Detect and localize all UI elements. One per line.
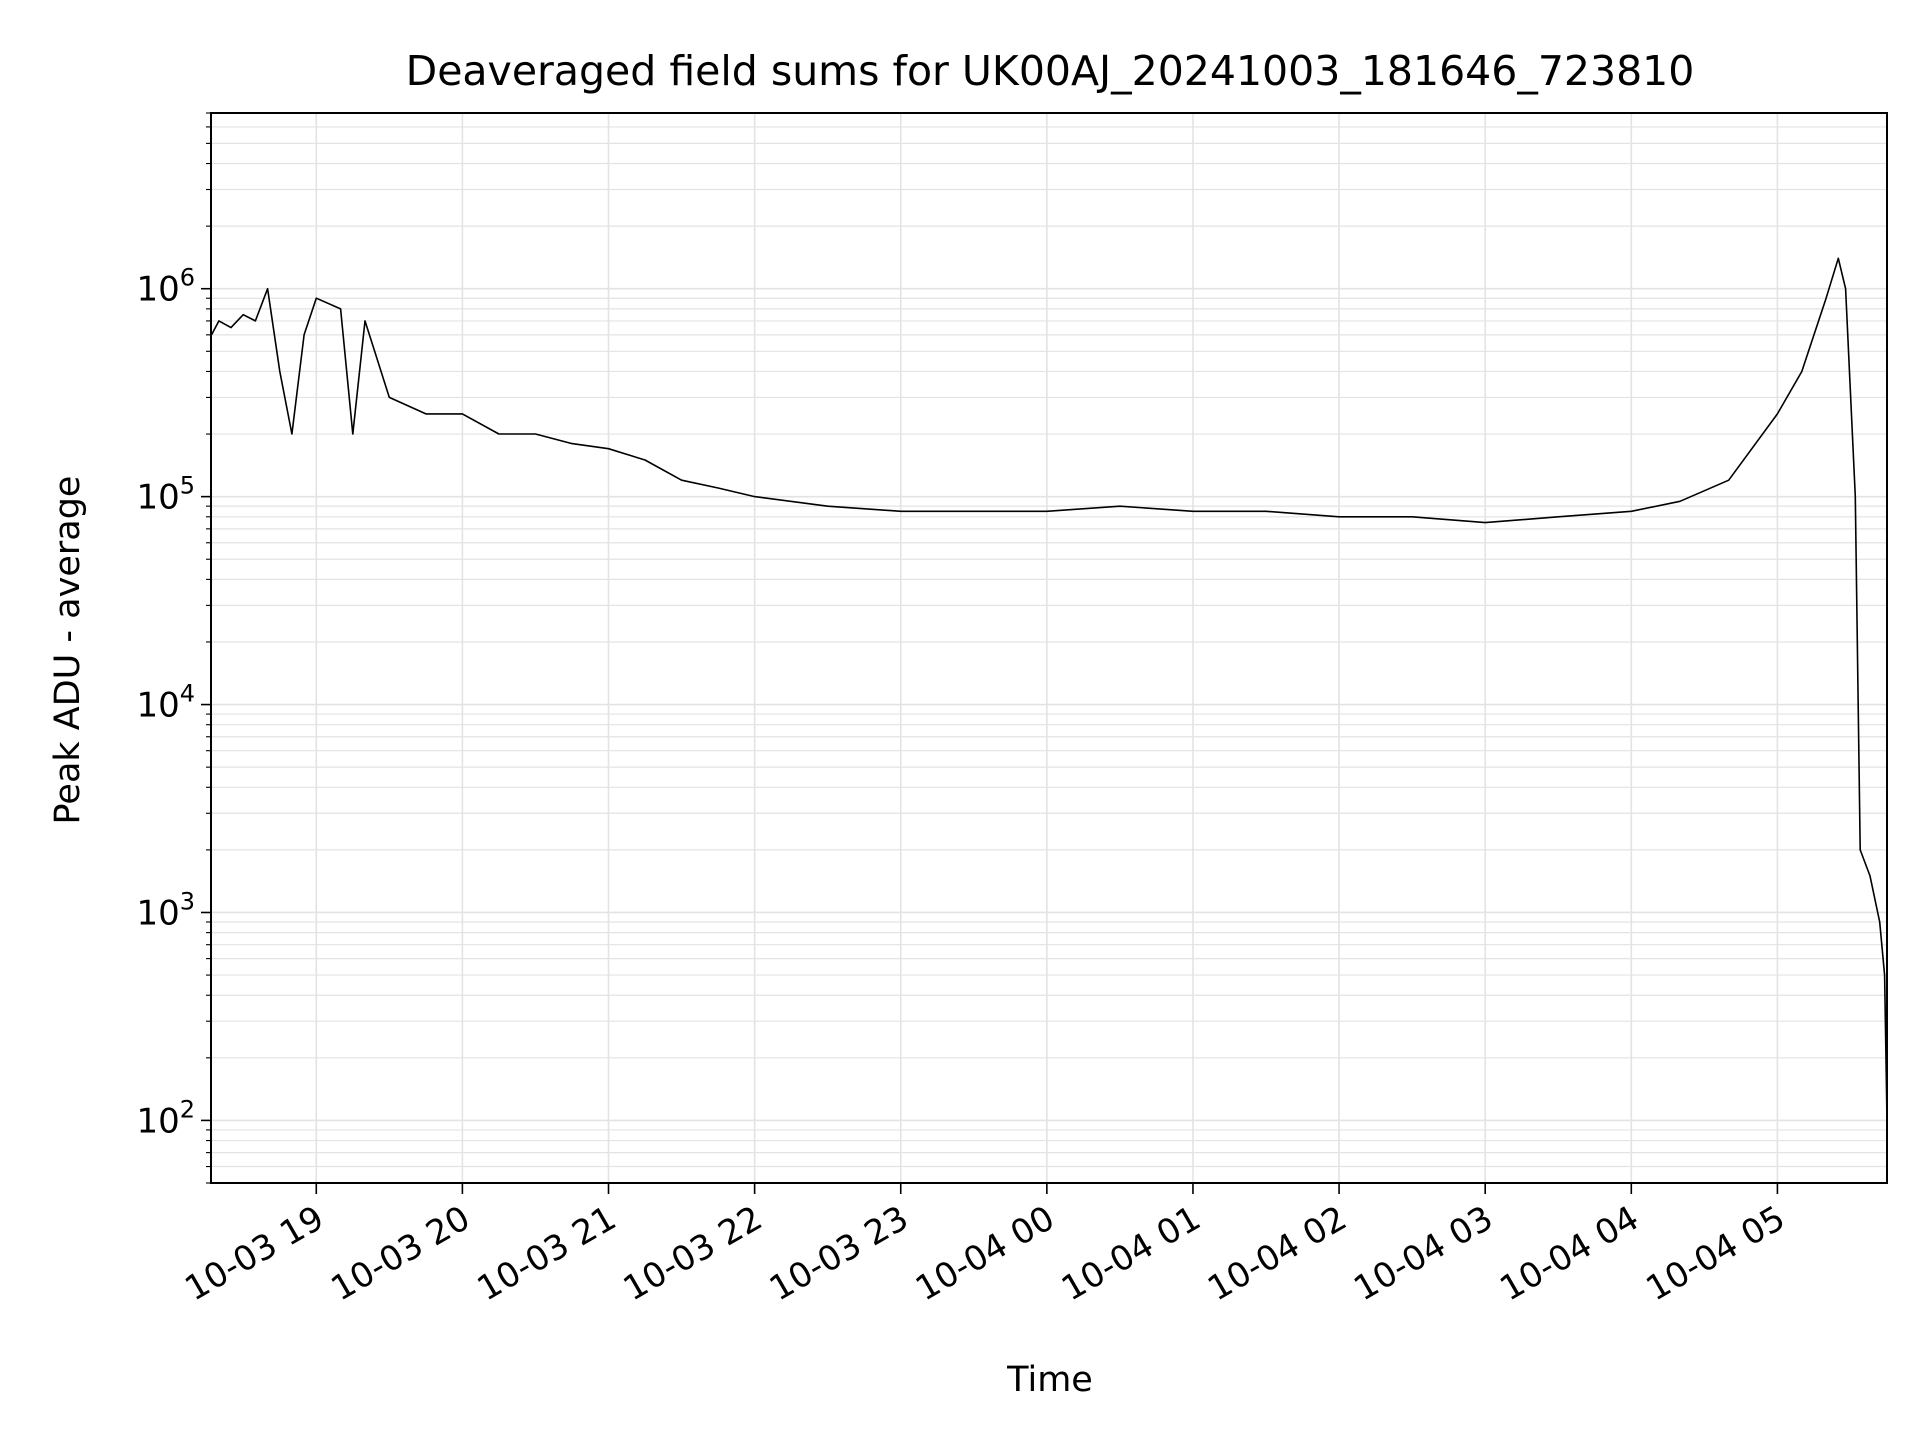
y-tick-base: 10 [136, 1101, 179, 1141]
y-tick-label: 104 [136, 680, 195, 726]
grid [211, 112, 1887, 1184]
y-tick-label: 102 [136, 1095, 195, 1141]
y-tick-exponent: 6 [180, 264, 195, 292]
y-tick-base: 10 [136, 270, 179, 310]
y-tick-exponent: 2 [180, 1095, 195, 1123]
y-tick-exponent: 4 [180, 680, 195, 708]
y-tick-label: 106 [136, 264, 195, 310]
y-tick-base: 10 [136, 478, 179, 518]
y-tick-base: 10 [136, 686, 179, 726]
series-group [210, 257, 1888, 1121]
chart-title: Deaveraged field sums for UK00AJ_2024100… [406, 47, 1695, 95]
y-tick-label: 103 [136, 887, 195, 933]
series-line [210, 257, 1888, 1121]
y-axis-label: Peak ADU - average [48, 476, 88, 825]
plot-frame [210, 112, 1888, 1184]
x-axis-label: Time [1006, 1360, 1093, 1400]
y-tick-base: 10 [136, 893, 179, 933]
y-tick-exponent: 3 [180, 887, 195, 915]
y-tick-exponent: 5 [180, 472, 195, 500]
y-tick-label: 105 [136, 472, 195, 518]
